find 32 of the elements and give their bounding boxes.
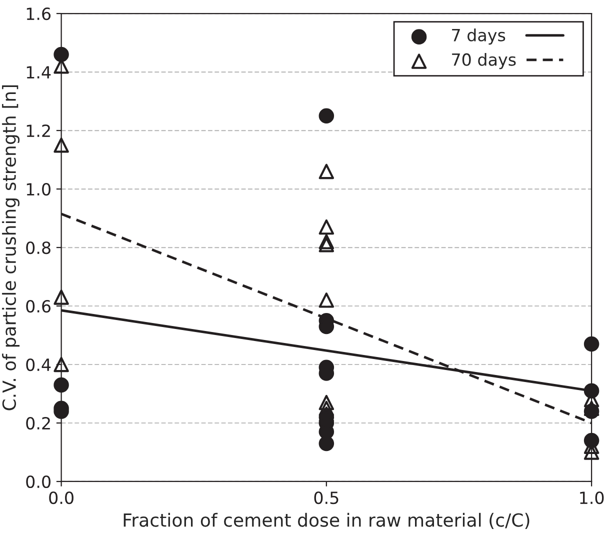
point <box>584 400 600 416</box>
x-tick-label: 1.0 <box>580 492 604 504</box>
point <box>54 138 69 153</box>
point <box>318 394 334 410</box>
point <box>318 219 334 235</box>
y-tick-label: 1.4 <box>26 66 51 78</box>
point <box>54 377 69 393</box>
y-tick-label: 1.2 <box>26 124 50 137</box>
point <box>318 292 334 308</box>
x-axis-title: Fraction of cement dose in raw material (c/C) <box>124 512 530 529</box>
point <box>318 164 334 180</box>
y-tick-label: 0.0 <box>26 475 50 488</box>
point <box>54 46 69 62</box>
y-tick-label: 1.0 <box>26 182 50 196</box>
y-tick-label: 0.6 <box>26 300 51 313</box>
point <box>54 290 69 305</box>
point <box>584 336 600 352</box>
point <box>318 406 334 422</box>
legend-label: 7 days <box>452 28 506 45</box>
point <box>54 356 69 372</box>
y-tick-label: 0.2 <box>26 416 50 430</box>
x-tick-label: 0.5 <box>314 492 338 504</box>
point <box>318 236 334 252</box>
point <box>318 108 334 124</box>
point <box>318 234 334 250</box>
legend-label: 70 days <box>452 52 516 70</box>
y-tick-label: 0.8 <box>26 241 50 254</box>
x-tick-label: 0.0 <box>49 492 74 504</box>
y-tick-label: 0.4 <box>26 358 51 372</box>
y-axis-title: C.V. of particle crushing strength [n] <box>2 85 20 410</box>
y-tick-label: 1.6 <box>26 7 51 20</box>
point <box>318 436 334 452</box>
